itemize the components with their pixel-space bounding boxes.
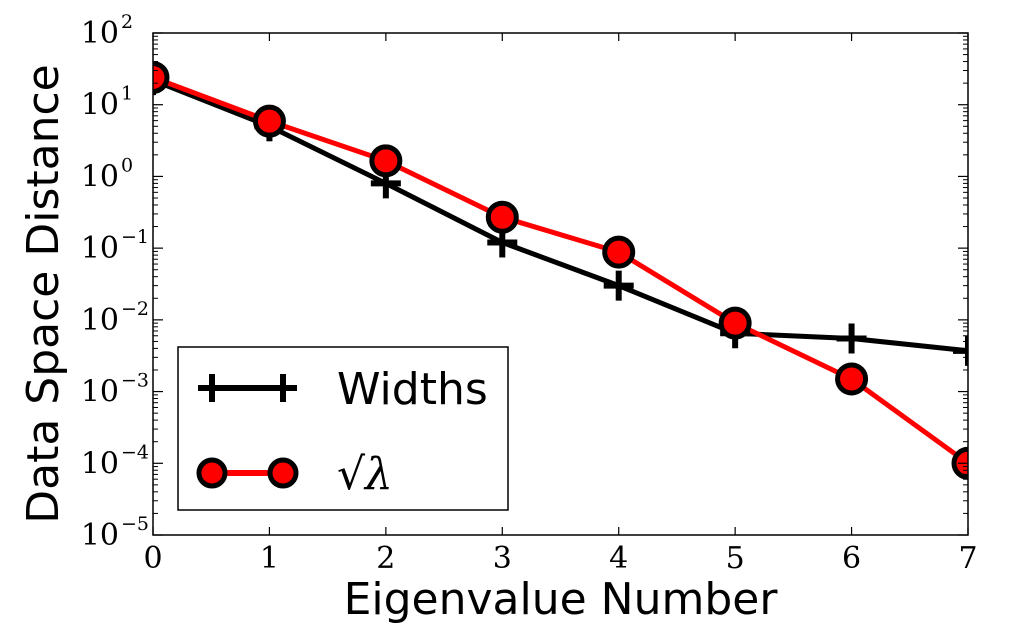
y-tick-label: 10 bbox=[81, 159, 119, 194]
x-tick-label: 0 bbox=[143, 541, 162, 576]
sqrt-lambda-point bbox=[835, 362, 869, 396]
y-tick-exponent: −2 bbox=[121, 298, 149, 320]
x-axis-title: Eigenvalue Number bbox=[344, 574, 779, 625]
legend-marker-sqrt-lambda bbox=[196, 457, 228, 489]
plot-frame bbox=[152, 32, 969, 536]
legend-marker-widths bbox=[198, 374, 226, 402]
series-line-0 bbox=[153, 77, 968, 354]
y-axis-title: Data Space Distance bbox=[18, 64, 69, 524]
y-tick-label: 10 bbox=[81, 16, 119, 51]
x-tick-label: 3 bbox=[493, 541, 512, 576]
x-tick-label: 1 bbox=[260, 541, 279, 576]
y-tick-label: 10 bbox=[81, 231, 119, 266]
legend: Widths √λ bbox=[177, 346, 509, 511]
x-tick-label: 2 bbox=[376, 541, 395, 576]
legend-entry-sqrt-lambda: √λ bbox=[196, 449, 393, 500]
series-line-1 bbox=[153, 75, 968, 466]
sqrt-lambda-point bbox=[485, 200, 519, 234]
y-tick-label: 10 bbox=[81, 446, 119, 481]
x-tick-label: 7 bbox=[958, 541, 977, 576]
y-tick-exponent: −4 bbox=[121, 441, 149, 463]
legend-entry-widths: Widths bbox=[198, 364, 488, 415]
y-tick-label: 10 bbox=[81, 518, 119, 553]
widths-point bbox=[836, 323, 867, 354]
y-tick-exponent: −1 bbox=[121, 226, 149, 248]
y-tick-exponent: 0 bbox=[121, 154, 133, 176]
sqrt-lambda-point bbox=[718, 306, 752, 340]
y-tick-exponent: 1 bbox=[121, 83, 133, 105]
x-tick-label: 6 bbox=[842, 541, 861, 576]
y-tick-exponent: 2 bbox=[121, 11, 133, 33]
sqrt-lambda-point bbox=[252, 104, 286, 138]
legend-box bbox=[177, 346, 509, 511]
x-tick-label: 5 bbox=[726, 541, 745, 576]
widths-point bbox=[603, 270, 634, 301]
legend-label-widths: Widths bbox=[337, 364, 488, 415]
legend-marker-widths bbox=[269, 374, 297, 402]
legend-marker-sqrt-lambda bbox=[267, 457, 299, 489]
y-tick-exponent: −5 bbox=[121, 513, 149, 535]
legend-label-sqrt-lambda: √λ bbox=[337, 449, 393, 500]
x-tick-label: 4 bbox=[609, 541, 628, 576]
y-tick-label: 10 bbox=[81, 88, 119, 123]
sqrt-lambda-point bbox=[369, 144, 403, 178]
y-tick-label: 10 bbox=[81, 303, 119, 338]
sqrt-lambda-point bbox=[602, 235, 636, 269]
y-tick-label: 10 bbox=[81, 375, 119, 410]
y-tick-exponent: −3 bbox=[121, 370, 149, 392]
widths-point bbox=[953, 335, 968, 366]
